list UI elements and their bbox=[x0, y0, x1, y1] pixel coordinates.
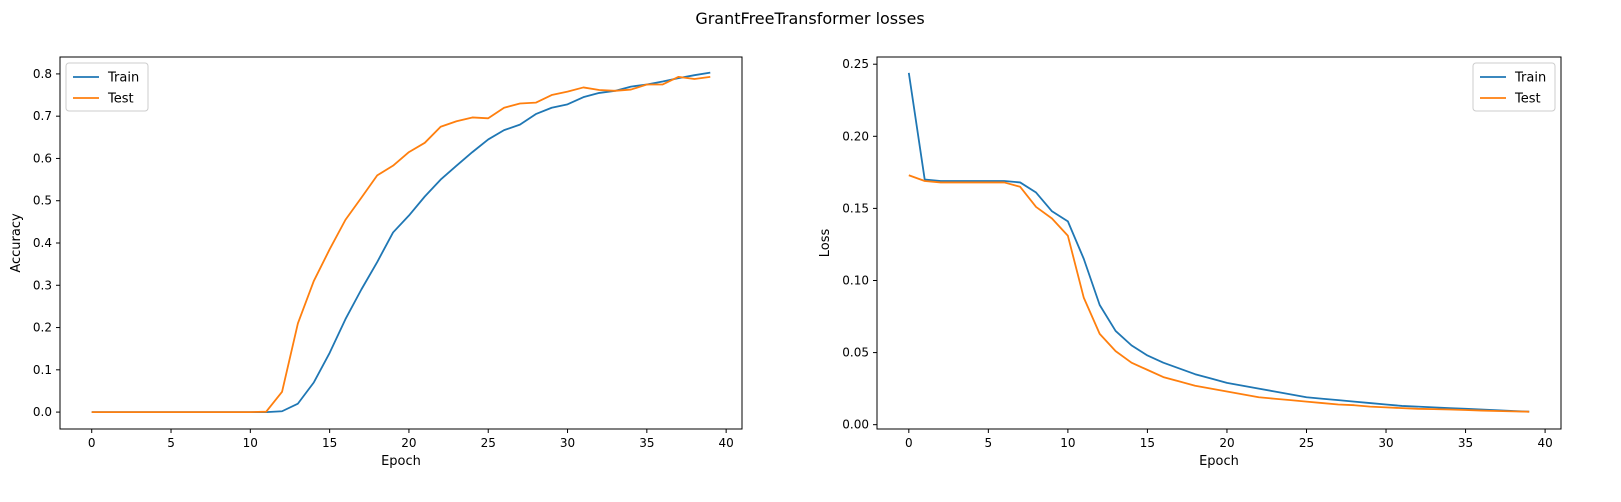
loss-y-tick-label: 0.10 bbox=[842, 273, 869, 287]
loss-x-tick-label: 30 bbox=[1378, 436, 1393, 450]
accuracy-y-tick-label: 0.4 bbox=[33, 236, 52, 250]
accuracy-y-tick-label: 0.3 bbox=[33, 278, 52, 292]
accuracy-x-tick-label: 10 bbox=[243, 436, 258, 450]
accuracy-x-tick-label: 15 bbox=[322, 436, 337, 450]
accuracy-legend-label-test: Test bbox=[107, 92, 134, 107]
loss-legend-box bbox=[1472, 62, 1556, 112]
loss-y-axis-label: Loss bbox=[818, 229, 833, 258]
loss-legend-label-train: Train bbox=[1514, 71, 1546, 86]
loss-y-tick-label: 0.15 bbox=[842, 201, 869, 215]
loss-y-tick-label: 0.20 bbox=[842, 129, 869, 143]
loss-x-tick-label: 10 bbox=[1060, 436, 1075, 450]
accuracy-y-axis-label: Accuracy bbox=[9, 213, 24, 273]
accuracy-x-tick-label: 40 bbox=[718, 436, 733, 450]
loss-x-tick-label: 0 bbox=[905, 436, 913, 450]
accuracy-y-tick-label: 0.0 bbox=[33, 405, 52, 419]
accuracy-y-tick-label: 0.1 bbox=[33, 363, 52, 377]
loss-chart: 0 5 10 15 20 25 30 35 40 0.00 0.05 0.10 0.15 0.20 0.25… bbox=[818, 56, 1562, 469]
accuracy-x-axis-label: Epoch bbox=[381, 454, 421, 469]
accuracy-series-test-line bbox=[91, 75, 711, 413]
loss-x-tick-label: 25 bbox=[1299, 436, 1314, 450]
loss-x-tick-label: 20 bbox=[1219, 436, 1234, 450]
accuracy-legend-label-train: Train bbox=[107, 71, 139, 86]
loss-x-tick-label: 35 bbox=[1458, 436, 1473, 450]
accuracy-y-tick-label: 0.5 bbox=[33, 194, 52, 208]
accuracy-x-tick-label: 35 bbox=[639, 436, 654, 450]
accuracy-x-tick-label: 20 bbox=[401, 436, 416, 450]
loss-x-tick-label: 5 bbox=[985, 436, 993, 450]
accuracy-y-tick-label: 0.8 bbox=[33, 67, 52, 81]
loss-series-train-line bbox=[907, 72, 1530, 413]
accuracy-y-tick-label: 0.6 bbox=[33, 151, 52, 165]
loss-x-axis-label: Epoch bbox=[1199, 454, 1239, 469]
accuracy-x-tick-label: 0 bbox=[88, 436, 96, 450]
loss-series-test-line bbox=[908, 174, 1530, 413]
loss-legend-label-test: Test bbox=[1514, 92, 1541, 107]
figure-title: GrantFreeTransformer losses bbox=[695, 9, 924, 28]
loss-x-tick-label: 40 bbox=[1537, 436, 1552, 450]
accuracy-chart: 0 5 10 15 20 25 30 35 40 0.0 0.1 0.2 0.3 0.4 0.5 0.6 0.7… bbox=[9, 56, 743, 469]
loss-plot-frame bbox=[876, 56, 1562, 430]
loss-y-tick-label: 0.05 bbox=[842, 346, 869, 360]
accuracy-x-tick-label: 30 bbox=[560, 436, 575, 450]
accuracy-series-train-line bbox=[91, 71, 711, 413]
accuracy-y-tick-label: 0.2 bbox=[33, 321, 52, 335]
loss-x-tick-label: 15 bbox=[1140, 436, 1155, 450]
loss-y-tick-label: 0.25 bbox=[842, 57, 869, 71]
accuracy-plot-frame bbox=[59, 56, 743, 430]
accuracy-legend-box bbox=[65, 62, 149, 112]
loss-y-tick-label: 0.00 bbox=[842, 418, 869, 432]
accuracy-y-tick-label: 0.7 bbox=[33, 109, 52, 123]
accuracy-x-tick-label: 25 bbox=[481, 436, 496, 450]
accuracy-x-tick-label: 5 bbox=[167, 436, 175, 450]
